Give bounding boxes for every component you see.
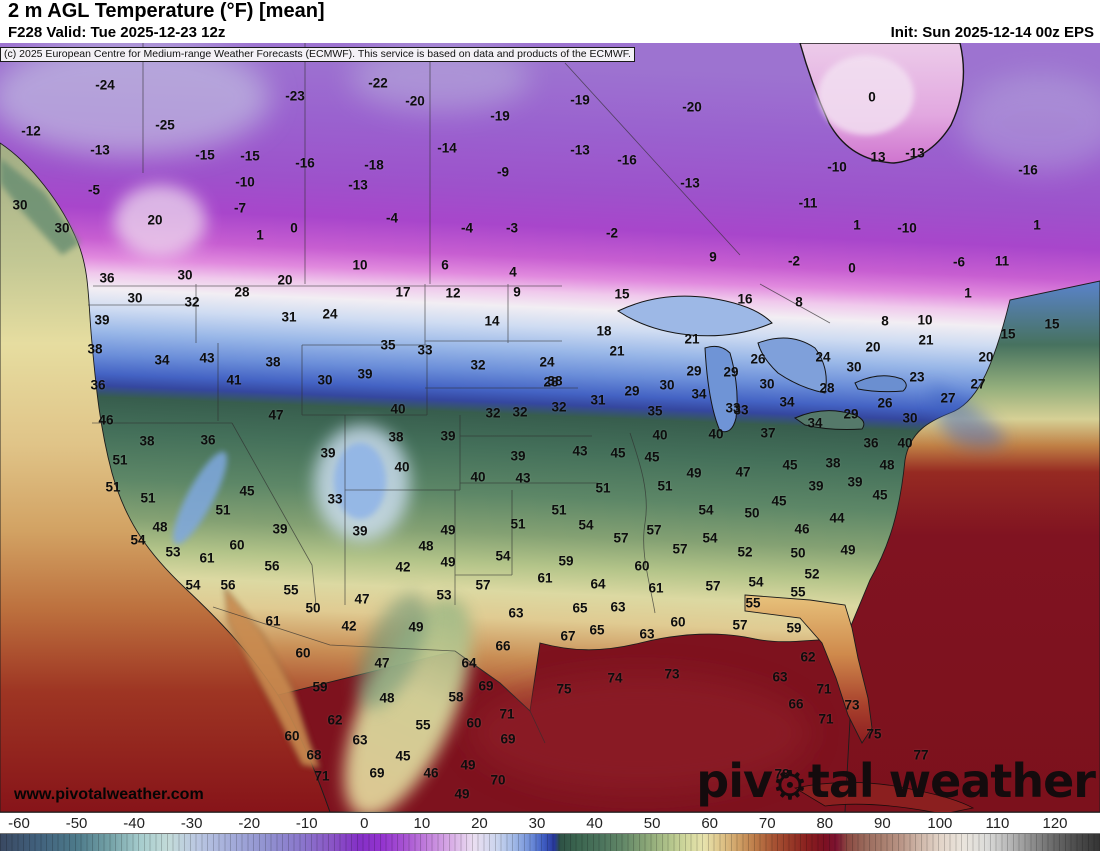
colorbar-cell-lines <box>0 834 1100 851</box>
colorbar-tick-label: 90 <box>873 815 891 832</box>
colorbar-tick-label: 60 <box>701 815 719 832</box>
header: 2 m AGL Temperature (°F) [mean] F228 Val… <box>0 0 1100 43</box>
gulf-warm-core <box>470 673 810 793</box>
colorbar-tick-label: 80 <box>816 815 834 832</box>
colorbar-tick-label: -50 <box>65 815 88 832</box>
mild-pocket-bc <box>114 185 206 257</box>
map-canvas <box>0 43 1100 812</box>
colorbar-tick-label: -20 <box>238 815 261 832</box>
hudson-bay-warm-core <box>818 55 914 135</box>
colorbar-tick-label: 30 <box>528 815 546 832</box>
colorbar-tick-row: -60 -50 -40 -30 -20 -10 0 10 20 30 40 50 60 70 80 90 100… <box>0 812 1100 834</box>
colorbar-tick-label: -40 <box>123 815 145 832</box>
lake-michigan <box>704 345 738 433</box>
temperature-map <box>0 43 1100 812</box>
colorbar-tick-label: -60 <box>8 815 30 832</box>
watermark-url: www.pivotalweather.com <box>14 786 204 803</box>
colorbar-tick-label: -30 <box>180 815 203 832</box>
sierra-madre-cool <box>357 593 427 709</box>
cold-patch-ne <box>960 75 1100 171</box>
colorbar-tick-label: 0 <box>360 815 369 832</box>
colorbar-tick-label: 50 <box>643 815 661 832</box>
colorbar-tick-label: 20 <box>471 815 488 832</box>
cold-patch-nw <box>0 43 270 156</box>
copyright-notice: (c) 2025 European Centre for Medium-rang… <box>0 47 635 62</box>
mexican-highlands <box>344 598 472 812</box>
lake-erie <box>793 410 865 430</box>
colorbar-tick-label: -10 <box>295 815 318 832</box>
model-init-label: Init: Sun 2025-12-14 00z EPS <box>890 24 1094 41</box>
rockies-cold-core <box>334 443 386 519</box>
colorbar-tick-label: 10 <box>413 815 431 832</box>
cuba <box>793 782 975 812</box>
forecast-valid-label: F228 Valid: Tue 2025-12-23 12z <box>8 24 226 41</box>
sierra-nevada-cold <box>173 451 227 545</box>
lake-huron <box>757 337 827 394</box>
florida-peninsula <box>744 594 873 744</box>
gear-icon: ⚙ <box>771 763 808 809</box>
new-england-cold-arc <box>930 383 1008 449</box>
colorbar-tick-label: 120 <box>1042 815 1068 832</box>
page-title: 2 m AGL Temperature (°F) [mean] <box>8 0 325 22</box>
colorbar-tick-label: 100 <box>927 815 953 832</box>
lake-superior <box>616 295 773 337</box>
colorbar-tick-label: 40 <box>586 815 603 832</box>
state-boundaries <box>88 43 831 744</box>
baja-peninsula <box>224 586 321 769</box>
logo-text-left: piv <box>696 754 773 808</box>
colorbar-tick-label: 70 <box>758 815 776 832</box>
lake-ontario <box>854 375 907 393</box>
pivotal-weather-logo: piv⚙tal weather <box>696 754 1096 810</box>
alaska-panhandle <box>0 158 80 255</box>
colorbar-gradient <box>0 833 1100 851</box>
logo-text-right: tal weather <box>807 754 1096 808</box>
great-lakes <box>616 295 907 433</box>
colorbar-tick-label: 110 <box>985 815 1010 832</box>
